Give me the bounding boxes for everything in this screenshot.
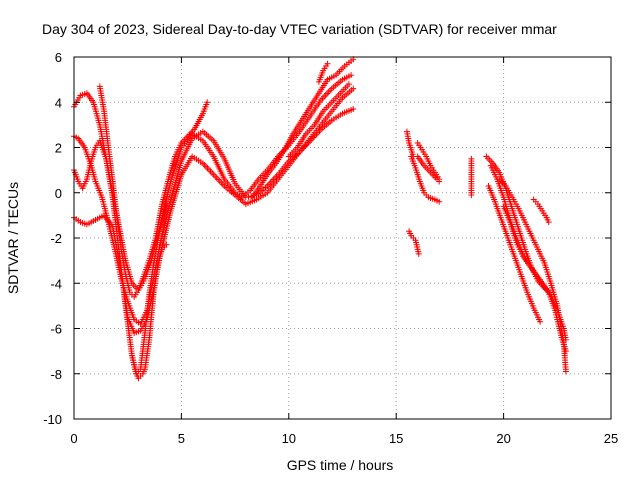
data-point xyxy=(562,368,569,375)
data-marks xyxy=(71,56,569,382)
data-point xyxy=(350,106,357,113)
y-tick-label: 2 xyxy=(55,141,62,156)
data-point xyxy=(468,192,475,199)
data-point xyxy=(163,241,170,248)
x-tick-label: 20 xyxy=(496,431,510,446)
data-point xyxy=(350,85,357,92)
y-tick-label: 6 xyxy=(55,50,62,65)
data-point xyxy=(348,72,355,79)
series-track-16 xyxy=(487,162,569,355)
x-tick-label: 10 xyxy=(282,431,296,446)
series-track-5 xyxy=(96,83,211,300)
data-point xyxy=(436,176,443,183)
series-track-4 xyxy=(71,137,170,377)
x-tick-label: 15 xyxy=(389,431,403,446)
x-axis-ticks: 0 5 10 15 20 25 xyxy=(70,57,618,446)
y-tick-label: 4 xyxy=(55,95,62,110)
data-point xyxy=(436,198,443,205)
series-track-9 xyxy=(315,60,331,85)
series-track-18 xyxy=(496,176,569,375)
series-track-14 xyxy=(468,155,475,199)
x-tick-label: 0 xyxy=(70,431,77,446)
series-track-8 xyxy=(285,81,352,160)
data-point xyxy=(415,250,422,257)
y-tick-label: -4 xyxy=(50,276,62,291)
series-track-19 xyxy=(530,196,552,226)
series-track-7 xyxy=(249,56,357,201)
data-point xyxy=(345,81,352,88)
x-tick-label: 25 xyxy=(604,431,618,446)
data-point xyxy=(537,318,544,325)
data-point xyxy=(545,219,552,226)
data-point xyxy=(545,289,552,296)
series-track-20 xyxy=(500,203,552,296)
data-point xyxy=(242,194,249,201)
y-tick-label: 0 xyxy=(55,186,62,201)
y-axis-ticks: 6 4 2 0 -2 -4 -6 -8 -10 xyxy=(43,50,611,427)
data-point xyxy=(245,193,252,200)
series-track-2 xyxy=(71,106,357,327)
y-tick-label: -10 xyxy=(43,412,62,427)
data-point xyxy=(324,60,331,67)
x-axis-label: GPS time / hours xyxy=(287,457,394,473)
series-track-6 xyxy=(128,241,170,382)
x-tick-label: 5 xyxy=(178,431,185,446)
series-track-11 xyxy=(408,153,443,205)
y-tick-label: -2 xyxy=(50,231,62,246)
series-track-12 xyxy=(406,228,422,257)
y-tick-label: -6 xyxy=(50,322,62,337)
series-track-17 xyxy=(485,182,544,325)
y-axis-label: SDTVAR / TECUs xyxy=(5,182,21,294)
data-point xyxy=(204,99,211,106)
chart-title: Day 304 of 2023, Sidereal Day-to-day VTE… xyxy=(42,21,557,37)
gridlines xyxy=(74,57,611,419)
series-track-13 xyxy=(414,139,443,183)
y-tick-label: -8 xyxy=(50,367,62,382)
